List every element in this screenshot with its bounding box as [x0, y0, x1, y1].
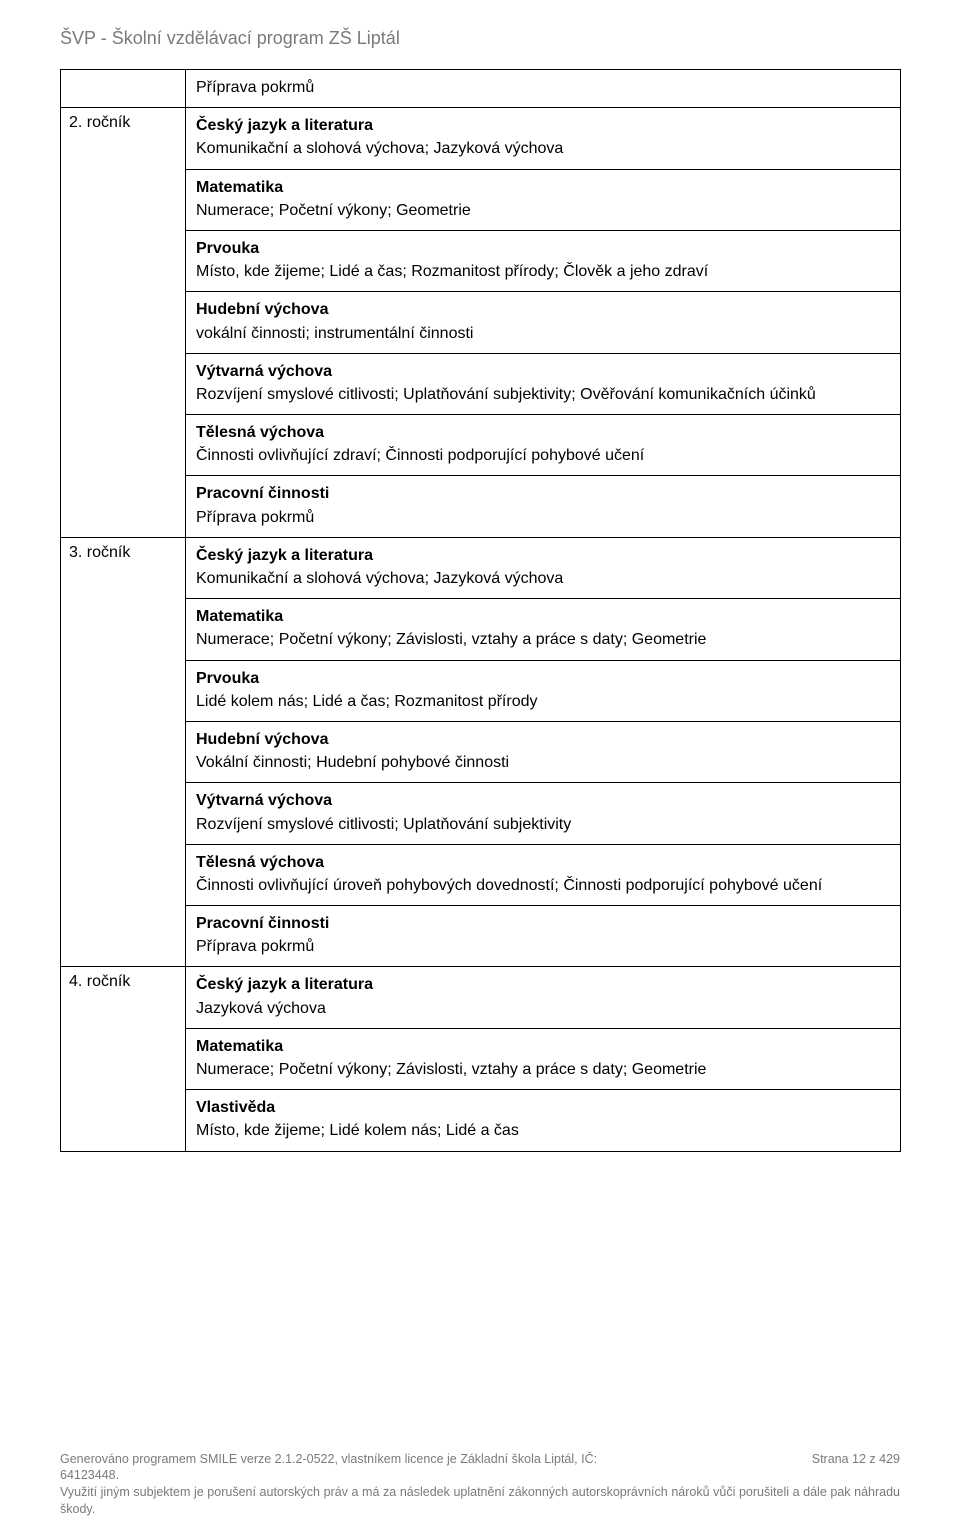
footer-line3: Využití jiným subjektem je porušení auto…: [60, 1484, 900, 1518]
subject-title: Tělesná výchova: [196, 421, 890, 444]
subject-title: Prvouka: [196, 237, 890, 260]
grade-cell: 3. ročník: [61, 537, 186, 967]
subject-title: Matematika: [196, 176, 890, 199]
subject-body: Místo, kde žijeme; Lidé kolem nás; Lidé …: [196, 1119, 890, 1142]
subject-title: Hudební výchova: [196, 728, 890, 751]
subject-title: Výtvarná výchova: [196, 360, 890, 383]
subject-title: Pracovní činnosti: [196, 912, 890, 935]
table-row: 3. ročníkČeský jazyk a literaturaKomunik…: [61, 537, 901, 967]
page-header: ŠVP - Školní vzdělávací program ZŠ Liptá…: [60, 28, 900, 49]
footer-line1-left: Generováno programem SMILE verze 2.1.2-0…: [60, 1451, 792, 1468]
subject-body: Příprava pokrmů: [196, 935, 890, 958]
grade-cell: [61, 70, 186, 108]
subject-title: Matematika: [196, 1035, 890, 1058]
subject-title: Český jazyk a literatura: [196, 544, 890, 567]
subject-block: Výtvarná výchovaRozvíjení smyslové citli…: [186, 354, 900, 415]
subject-block: Pracovní činnostiPříprava pokrmů: [186, 476, 900, 536]
content-cell: Český jazyk a literaturaKomunikační a sl…: [186, 537, 901, 967]
subject-body: Rozvíjení smyslové citlivosti; Uplatňová…: [196, 813, 890, 836]
subject-body: Vokální činnosti; Hudební pohybové činno…: [196, 751, 890, 774]
subject-body: Rozvíjení smyslové citlivosti; Uplatňová…: [196, 383, 890, 406]
subject-body: Činnosti ovlivňující úroveň pohybových d…: [196, 874, 890, 897]
subject-block: Výtvarná výchovaRozvíjení smyslové citli…: [186, 783, 900, 844]
subject-body: Numerace; Početní výkony; Závislosti, vz…: [196, 628, 890, 651]
subject-title: Pracovní činnosti: [196, 482, 890, 505]
subject-block: Český jazyk a literaturaJazyková výchova: [186, 967, 900, 1028]
subject-title: Prvouka: [196, 667, 890, 690]
page: ŠVP - Školní vzdělávací program ZŠ Liptá…: [0, 0, 960, 1536]
subject-title: Český jazyk a literatura: [196, 114, 890, 137]
subject-body: Činnosti ovlivňující zdraví; Činnosti po…: [196, 444, 890, 467]
subject-body: Lidé kolem nás; Lidé a čas; Rozmanitost …: [196, 690, 890, 713]
subject-block: Příprava pokrmů: [186, 70, 900, 107]
subject-title: Český jazyk a literatura: [196, 973, 890, 996]
subject-block: VlastivědaMísto, kde žijeme; Lidé kolem …: [186, 1090, 900, 1150]
table-row: 2. ročníkČeský jazyk a literaturaKomunik…: [61, 108, 901, 538]
subject-title: Hudební výchova: [196, 298, 890, 321]
subject-body: Numerace; Početní výkony; Geometrie: [196, 199, 890, 222]
subject-body: Příprava pokrmů: [196, 506, 890, 529]
subject-block: MatematikaNumerace; Početní výkony; Závi…: [186, 1029, 900, 1090]
content-cell: Český jazyk a literaturaJazyková výchova…: [186, 967, 901, 1151]
subject-block: MatematikaNumerace; Početní výkony; Závi…: [186, 599, 900, 660]
grade-cell: 2. ročník: [61, 108, 186, 538]
subject-block: PrvoukaLidé kolem nás; Lidé a čas; Rozma…: [186, 661, 900, 722]
grade-cell: 4. ročník: [61, 967, 186, 1151]
subject-block: Český jazyk a literaturaKomunikační a sl…: [186, 538, 900, 599]
subject-title: Výtvarná výchova: [196, 789, 890, 812]
subject-body: Komunikační a slohová výchova; Jazyková …: [196, 567, 890, 590]
content-cell: Český jazyk a literaturaKomunikační a sl…: [186, 108, 901, 538]
page-footer: Generováno programem SMILE verze 2.1.2-0…: [60, 1451, 900, 1519]
subject-block: Pracovní činnostiPříprava pokrmů: [186, 906, 900, 966]
subject-body: Příprava pokrmů: [196, 76, 890, 99]
footer-page-number: Strana 12 z 429: [792, 1451, 900, 1468]
content-cell: Příprava pokrmů: [186, 70, 901, 108]
subject-block: Hudební výchovavokální činnosti; instrum…: [186, 292, 900, 353]
footer-line2: 64123448.: [60, 1467, 900, 1484]
subject-body: Numerace; Početní výkony; Závislosti, vz…: [196, 1058, 890, 1081]
subject-body: vokální činnosti; instrumentální činnost…: [196, 322, 890, 345]
subject-title: Matematika: [196, 605, 890, 628]
subject-title: Vlastivěda: [196, 1096, 890, 1119]
subject-block: Hudební výchovaVokální činnosti; Hudební…: [186, 722, 900, 783]
subject-body: Místo, kde žijeme; Lidé a čas; Rozmanito…: [196, 260, 890, 283]
subject-block: Český jazyk a literaturaKomunikační a sl…: [186, 108, 900, 169]
subject-block: PrvoukaMísto, kde žijeme; Lidé a čas; Ro…: [186, 231, 900, 292]
table-row: 4. ročníkČeský jazyk a literaturaJazykov…: [61, 967, 901, 1151]
table-row: Příprava pokrmů: [61, 70, 901, 108]
subject-title: Tělesná výchova: [196, 851, 890, 874]
subject-body: Jazyková výchova: [196, 997, 890, 1020]
subject-block: MatematikaNumerace; Početní výkony; Geom…: [186, 170, 900, 231]
subject-body: Komunikační a slohová výchova; Jazyková …: [196, 137, 890, 160]
subject-block: Tělesná výchovaČinnosti ovlivňující zdra…: [186, 415, 900, 476]
subject-block: Tělesná výchovaČinnosti ovlivňující úrov…: [186, 845, 900, 906]
curriculum-table: Příprava pokrmů2. ročníkČeský jazyk a li…: [60, 69, 901, 1152]
